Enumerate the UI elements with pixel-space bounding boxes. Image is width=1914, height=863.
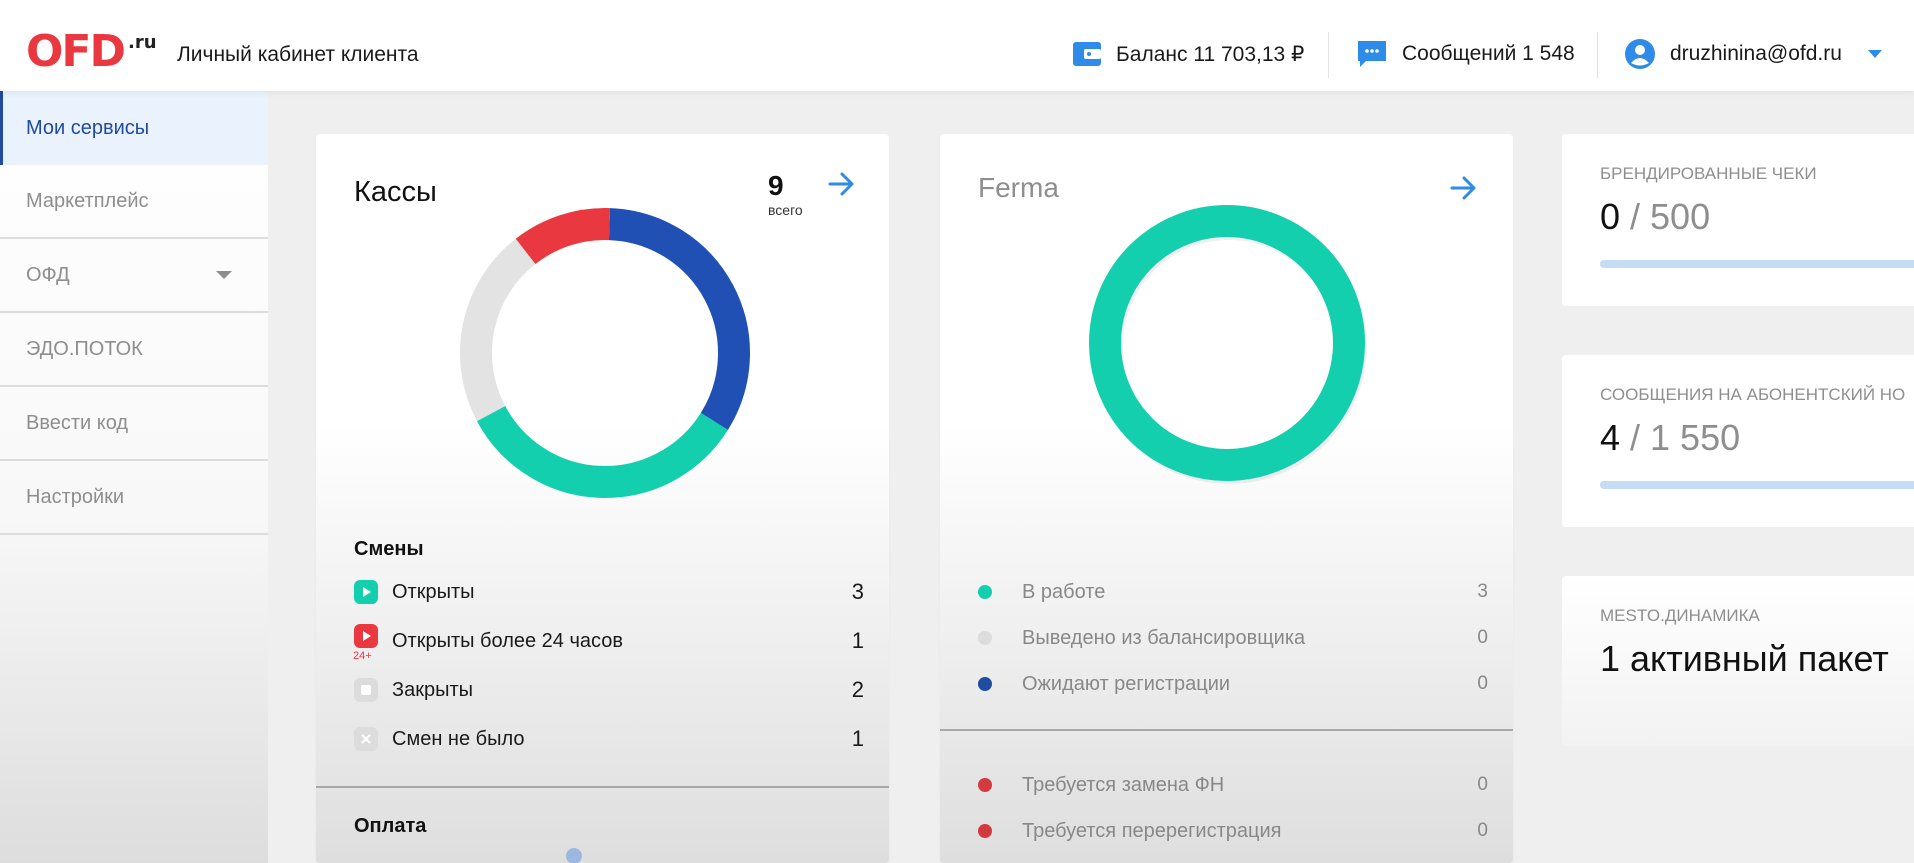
- kassy-total-count: 9: [768, 170, 784, 201]
- user-menu[interactable]: druzhinina@ofd.ru: [1624, 36, 1882, 72]
- sms-messages-progress: [1600, 481, 1914, 489]
- status-dot: [978, 631, 992, 645]
- section-divider: [940, 729, 1513, 731]
- shift-row-open[interactable]: Открыты 3: [354, 577, 864, 607]
- shift-row-none[interactable]: Смен не было 1: [354, 724, 864, 754]
- kassy-card: Кассы 9 всего Смены Открыты 3 24+ Открыт…: [316, 134, 889, 863]
- cross-icon: [354, 727, 378, 751]
- mesto-dinamika-value: 1 активный пакет: [1600, 638, 1889, 679]
- status-label: В работе: [1022, 580, 1106, 603]
- shift-label: Закрыты: [392, 678, 473, 701]
- balance-text: Баланс 11 703,13 ₽: [1116, 42, 1305, 66]
- chevron-down-icon[interactable]: [216, 271, 232, 279]
- shift-count: 3: [851, 579, 864, 604]
- info-icon[interactable]: [566, 848, 582, 863]
- ferma-status-row[interactable]: Ожидают регистрации 0: [978, 669, 1488, 699]
- payment-section-title: Оплата: [354, 815, 427, 837]
- shift-row-open-24h[interactable]: 24+ Открыты более 24 часов 1: [353, 624, 864, 662]
- balance-widget[interactable]: Баланс 11 703,13 ₽: [1072, 36, 1304, 72]
- shift-count: 1: [851, 726, 864, 751]
- donut-segment-2: [515, 208, 611, 265]
- ferma-status-row[interactable]: Требуется замена ФН 0: [978, 770, 1488, 800]
- branded-receipts-progress: [1600, 260, 1914, 268]
- mesto-dinamika-label: MESTO.ДИНАМИКА: [1600, 606, 1760, 625]
- sidebar-item-enter-code[interactable]: Ввести код: [0, 387, 268, 461]
- logo-text: OFD: [26, 26, 126, 77]
- status-count: 0: [1477, 774, 1488, 795]
- shifts-section-title: Смены: [354, 538, 424, 560]
- shift-row-closed[interactable]: Закрыты 2: [354, 675, 864, 705]
- header-divider: [1597, 32, 1598, 78]
- ferma-donut-chart: [1089, 205, 1367, 484]
- branded-receipts-value: 0 / 500: [1600, 196, 1711, 237]
- kassy-total-label: всего: [768, 202, 803, 218]
- ferma-status-row[interactable]: В работе 3: [978, 577, 1488, 607]
- mesto-dinamika-card[interactable]: MESTO.ДИНАМИКА 1 активный пакет: [1562, 576, 1914, 746]
- arrow-right-icon[interactable]: [1448, 172, 1480, 204]
- shift-label: Открыты: [392, 580, 475, 603]
- sidebar-item-label: Настройки: [26, 485, 125, 508]
- sidebar-item-label: Мои сервисы: [26, 116, 150, 139]
- user-avatar-icon: [1624, 38, 1656, 70]
- donut-segment-3: [608, 208, 750, 430]
- play-overdue-icon: 24+: [353, 624, 378, 662]
- sms-messages-card[interactable]: СООБЩЕНИЯ НА АБОНЕНТСКИЙ НО 4 / 1 550: [1562, 355, 1914, 527]
- status-count: 0: [1477, 673, 1488, 694]
- sidebar-item-settings[interactable]: Настройки: [0, 461, 268, 535]
- top-header: OFD .ru Личный кабинет клиента Баланс 11…: [0, 0, 1914, 91]
- sidebar-item-marketplace[interactable]: Маркетплейс: [0, 165, 268, 239]
- shift-count: 2: [851, 677, 864, 702]
- stop-icon: [354, 678, 378, 702]
- ofd-logo[interactable]: OFD .ru: [26, 30, 157, 74]
- shift-count: 1: [851, 628, 864, 653]
- sidebar-item-label: Маркетплейс: [26, 189, 149, 212]
- sms-messages-value: 4 / 1 550: [1600, 417, 1741, 458]
- status-dot: [978, 778, 992, 792]
- status-count: 3: [1477, 581, 1488, 602]
- logo-suffix: .ru: [127, 32, 157, 53]
- status-count: 0: [1477, 627, 1488, 648]
- shift-label: Открыты более 24 часов: [392, 629, 623, 652]
- sidebar-item-edo-potok[interactable]: ЭДО.ПОТОК: [0, 313, 268, 387]
- sidebar-item-label: ЭДО.ПОТОК: [26, 337, 143, 360]
- status-label: Выведено из балансировщика: [1022, 626, 1306, 649]
- kassy-donut-chart: [460, 208, 750, 498]
- ferma-card: Ferma В работе 3 Выведено из балансировщ…: [940, 134, 1513, 863]
- shift-label: Смен не было: [392, 727, 525, 750]
- arrow-right-icon[interactable]: [826, 168, 858, 200]
- sidebar-item-label: Ввести код: [26, 411, 129, 434]
- donut-segment-0: [476, 405, 728, 498]
- donut-segment-1: [460, 238, 536, 422]
- ferma-donut-ring: [1089, 205, 1365, 481]
- branded-receipts-label: БРЕНДИРОВАННЫЕ ЧЕКИ: [1600, 164, 1817, 183]
- status-label: Требуется замена ФН: [1022, 773, 1225, 796]
- status-dot: [978, 585, 992, 599]
- status-label: Ожидают регистрации: [1022, 672, 1231, 695]
- sidebar-item-label: ОФД: [26, 263, 70, 286]
- section-divider: [316, 786, 889, 788]
- cabinet-title: Личный кабинет клиента: [177, 43, 419, 66]
- branded-receipts-card[interactable]: БРЕНДИРОВАННЫЕ ЧЕКИ 0 / 500: [1562, 134, 1914, 306]
- chat-icon: [1356, 39, 1388, 69]
- play-icon: [354, 580, 378, 604]
- ferma-status-row[interactable]: Выведено из балансировщика 0: [978, 623, 1488, 653]
- chevron-down-icon[interactable]: [1867, 50, 1882, 58]
- kassy-title: Кассы: [354, 176, 437, 208]
- wallet-icon: [1072, 40, 1102, 68]
- overdue-badge-text: 24+: [353, 650, 372, 662]
- ferma-status-row[interactable]: Требуется перерегистрация 0: [978, 816, 1488, 846]
- sms-messages-label: СООБЩЕНИЯ НА АБОНЕНТСКИЙ НО: [1600, 385, 1906, 404]
- user-email: druzhinina@ofd.ru: [1670, 42, 1842, 65]
- messages-text: Сообщений 1 548: [1402, 42, 1575, 65]
- sidebar-item-ofd[interactable]: ОФД: [0, 239, 268, 313]
- status-count: 0: [1477, 820, 1488, 841]
- header-divider: [1328, 32, 1329, 78]
- messages-widget[interactable]: Сообщений 1 548: [1356, 36, 1575, 72]
- status-dot: [978, 824, 992, 838]
- sidebar-item-my-services[interactable]: Мои сервисы: [0, 91, 268, 165]
- sidebar: Мои сервисы Маркетплейс ОФД ЭДО.ПОТОК Вв…: [0, 91, 268, 863]
- status-label: Требуется перерегистрация: [1022, 819, 1282, 842]
- status-dot: [978, 677, 992, 691]
- ferma-title: Ferma: [978, 172, 1059, 203]
